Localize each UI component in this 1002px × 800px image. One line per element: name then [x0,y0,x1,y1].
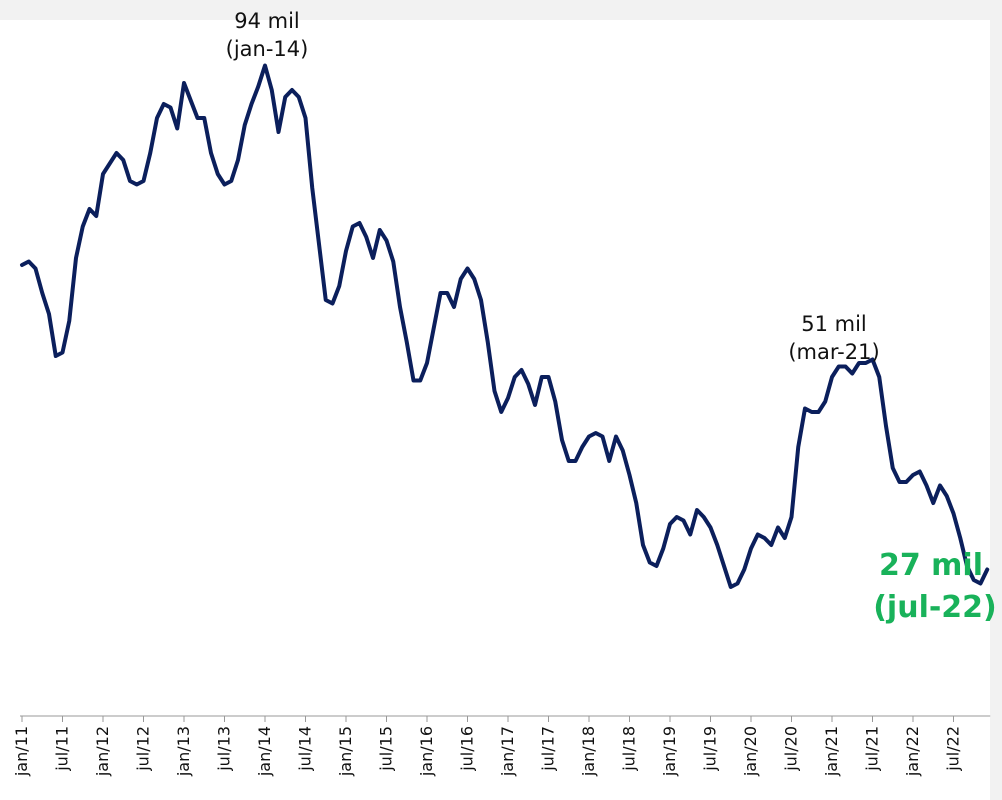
series-layer [20,63,990,589]
x-tick-label: jul/17 [539,726,558,772]
x-tick-label: jul/19 [701,726,720,772]
x-tick-label: jan/13 [174,726,193,777]
x-tick-label: jan/12 [93,726,112,777]
x-tick-label: jul/14 [296,726,315,772]
x-tick-label: jan/18 [579,726,598,777]
x-tick-label: jan/14 [255,726,274,777]
x-tick-label: jan/16 [417,726,436,777]
x-tick-label: jul/18 [620,726,639,772]
annotation-peak2-value: 51 mil [801,312,867,336]
annotation-peak-date: (jan-14) [226,37,309,61]
x-tick-label: jul/20 [782,726,801,772]
right-band [990,0,1002,800]
x-tick-label: jul/11 [53,726,72,772]
x-tick-label: jan/15 [336,726,355,777]
series-line [20,63,990,589]
x-tick-label: jul/12 [134,726,153,772]
x-tick-label: jul/16 [458,726,477,772]
x-tick-label: jul/21 [863,726,882,772]
x-tick-label: jan/20 [741,726,760,777]
x-tick-label: jul/15 [377,726,396,772]
x-tick-label: jan/11 [12,726,31,777]
x-axis: jan/11 jul/11 jan/12 jul/12 jan/13 jul/13 jan/… [12,715,991,777]
x-tick-label: jan/17 [498,726,517,777]
annotations: 94 mil (jan-14) 51 mil (mar-21) 27 mil (… [226,9,997,625]
annotation-peak2-date: (mar-21) [788,340,879,364]
top-band [0,0,1002,20]
x-tick-label: jan/21 [822,726,841,777]
x-tick-label: jul/22 [944,726,963,772]
x-tick-label: jan/22 [903,726,922,777]
x-tick-label: jul/13 [215,726,234,772]
annotation-last-value: 27 mil [879,548,983,583]
annotation-peak-value: 94 mil [234,9,300,33]
x-tick-label: jan/19 [660,726,679,777]
annotation-last-date: (jul-22) [873,590,997,625]
